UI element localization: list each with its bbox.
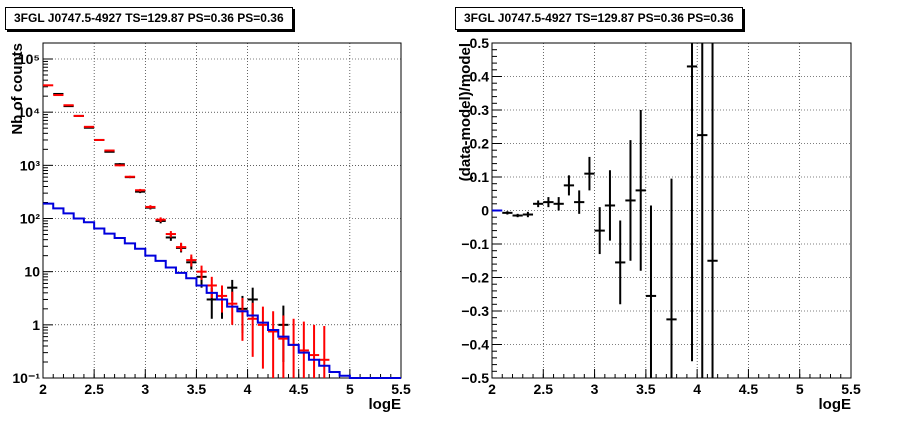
left-x-axis-title: logE (369, 396, 402, 413)
left-series-1-point (247, 302, 258, 357)
left-series-1-point (63, 104, 74, 107)
right-y-tick-label: −0.2 (461, 270, 489, 286)
left-y-axis-title: Nb of counts (9, 43, 26, 135)
right-y-tick-label: 0 (481, 203, 489, 219)
left-y-tick-label: 10 (24, 264, 40, 280)
right-x-tick-label: 3 (591, 381, 599, 397)
right-y-tick-label: 0.4 (470, 69, 490, 85)
left-series-1-point (124, 175, 136, 178)
left-series-1-point (53, 94, 64, 97)
right-series-1-point (594, 207, 605, 255)
left-x-tick-label: 2 (39, 381, 47, 397)
right-y-tick-label: 0.5 (470, 35, 490, 51)
right-series-1-point (553, 197, 564, 211)
left-x-tick-label: 5.5 (391, 381, 411, 397)
right-y-tick-label: −0.5 (461, 370, 489, 386)
right-series-1-point (512, 213, 523, 218)
left-y-tick-label: 10⁴ (18, 104, 41, 120)
left-series-1-point (73, 114, 84, 117)
right-ticks: 2 2.5 3 3.5 4 4.5 5 5.5 −0.5 −0.4 −0.3 −0.2 −0.1 0 0.1… (461, 35, 861, 397)
left-grid (43, 43, 401, 378)
right-series-1-point (563, 175, 575, 196)
right-series-1-point (707, 43, 718, 378)
left-series-1-point (165, 231, 176, 238)
left-series-1-point (278, 315, 289, 378)
right-y-tick-label: 0.3 (470, 102, 490, 118)
left-chart-title: 3FGL J0747.5-4927 TS=129.87 PS=0.36 PS=0… (5, 7, 293, 30)
right-grid (492, 43, 851, 378)
right-y-axis-title: (data-model)/model (457, 43, 474, 181)
right-marks (492, 43, 718, 378)
left-series-1-point (319, 326, 330, 378)
left-series-1-point (83, 125, 95, 128)
left-x-tick-label: 3.5 (187, 381, 207, 397)
right-y-tick-label: −0.4 (461, 337, 489, 353)
left-y-tick-label: 10⁵ (18, 51, 40, 67)
right-series-1-point (635, 110, 646, 271)
left-series-1-point (155, 217, 166, 222)
right-x-tick-label: 4 (693, 381, 701, 397)
left-series-1-point (145, 205, 156, 209)
left-plot-frame (42, 42, 402, 379)
right-series-1-point (615, 220, 626, 305)
left-series-1-point (104, 149, 115, 152)
right-y-tick-label: 0.1 (470, 169, 490, 185)
left-x-tick-label: 4 (244, 381, 252, 397)
right-series-1-point (604, 170, 616, 241)
left-ticks: 2 2.5 3 3.5 4 4.5 5 5.5 10⁻¹ 1 10 10² 10³ 10⁴ 10⁵ (12, 42, 411, 397)
right-x-tick-label: 5.5 (841, 381, 861, 397)
right-panel: 2 2.5 3 3.5 4 4.5 5 5.5 −0.5 −0.4 −0.3 −0.2 −0.1 0 0.1… (457, 35, 861, 413)
left-y-tick-label: 1 (32, 317, 40, 333)
right-x-tick-label: 3.5 (636, 381, 656, 397)
right-series-1-point (584, 156, 595, 191)
left-series-1-point (186, 254, 197, 267)
left-y-tick-label: 10² (20, 211, 41, 227)
left-series-1-point (257, 306, 269, 369)
left-x-tick-label: 4.5 (289, 381, 309, 397)
left-series-1-point (298, 321, 309, 378)
right-x-tick-label: 2.5 (534, 381, 554, 397)
left-series-1-point (135, 188, 146, 192)
right-series-1-point (625, 140, 636, 261)
left-panel: 2 2.5 3 3.5 4 4.5 5 5.5 10⁻¹ 1 10 10² 10³ 10⁴ 10⁵ logE… (9, 42, 411, 413)
right-y-tick-label: −0.3 (461, 303, 489, 319)
right-y-tick-label: −0.1 (461, 236, 489, 252)
right-x-axis-title: logE (819, 396, 852, 413)
left-marks (43, 84, 401, 379)
left-y-tick-label: 10³ (20, 157, 41, 173)
left-x-tick-label: 2.5 (84, 381, 104, 397)
right-series-1-point (666, 178, 677, 378)
left-series-1-point (114, 164, 125, 167)
right-y-tick-label: 0.2 (470, 136, 490, 152)
right-x-tick-label: 2 (488, 381, 496, 397)
left-series-1-point (268, 311, 279, 378)
left-model-step-line (43, 202, 401, 379)
right-series-1-point (522, 211, 534, 218)
right-series-1-point (533, 200, 544, 208)
right-series-1-point (686, 43, 698, 362)
right-series-1-point (645, 205, 657, 378)
left-x-tick-label: 3 (141, 381, 149, 397)
left-series-1-point (196, 265, 207, 280)
right-series-1-point (502, 211, 513, 215)
right-series-1-point (543, 197, 554, 208)
left-series-1-point (227, 291, 238, 325)
left-y-tick-label: 10⁻¹ (12, 370, 40, 386)
left-x-tick-label: 5 (346, 381, 354, 397)
right-x-tick-label: 5 (796, 381, 804, 397)
right-series-1-point (697, 43, 708, 378)
left-series-1-point (175, 242, 187, 252)
left-series-1-point (94, 138, 105, 141)
left-series-1-point (206, 276, 217, 298)
right-x-tick-label: 4.5 (739, 381, 759, 397)
right-series-1-point (574, 190, 585, 214)
left-series-1-point (308, 324, 320, 378)
right-chart-title: 3FGL J0747.5-4927 TS=129.87 PS=0.36 PS=0… (455, 7, 743, 30)
